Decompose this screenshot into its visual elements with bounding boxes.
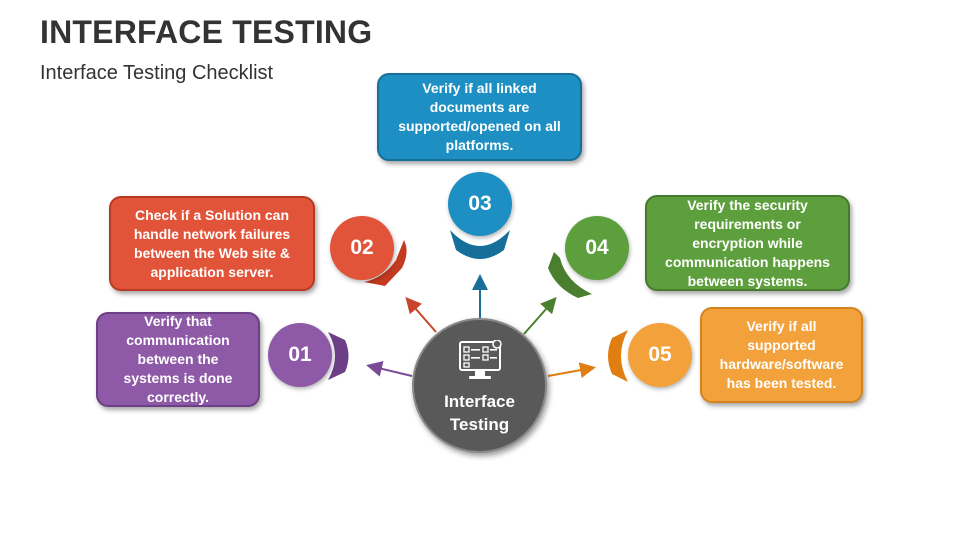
crescent-04 bbox=[548, 252, 592, 298]
step-02-text: Check if a Solution can handle network f… bbox=[133, 206, 291, 280]
crescent-01 bbox=[328, 332, 349, 380]
crescent-03 bbox=[450, 230, 510, 259]
checklist-monitor-icon bbox=[459, 340, 502, 379]
step-05-number: 05 bbox=[628, 323, 692, 387]
arrow-04 bbox=[523, 297, 557, 335]
step-03-number: 03 bbox=[448, 172, 512, 236]
arrow-05 bbox=[547, 362, 596, 379]
page-title: INTERFACE TESTING bbox=[40, 14, 373, 50]
step-05-box: Verify if all supported hardware/softwar… bbox=[700, 307, 863, 403]
center-label: Interface Testing bbox=[414, 390, 545, 436]
step-01-number: 01 bbox=[268, 323, 332, 387]
step-04-text: Verify the security requirements or encr… bbox=[665, 196, 830, 289]
crescent-02 bbox=[364, 240, 407, 286]
center-label-line2: Testing bbox=[449, 415, 510, 434]
step-02-number: 02 bbox=[330, 216, 394, 280]
step-01-box: Verify that communication between the sy… bbox=[96, 312, 260, 407]
step-04-box: Verify the security requirements or encr… bbox=[645, 195, 850, 291]
step-04-number: 04 bbox=[565, 216, 629, 280]
arrow-02 bbox=[405, 296, 437, 333]
page-subtitle: Interface Testing Checklist bbox=[40, 62, 274, 84]
step-03-box: Verify if all linked documents are suppo… bbox=[377, 73, 582, 161]
step-02-box: Check if a Solution can handle network f… bbox=[109, 196, 315, 291]
step-05-text: Verify if all supported hardware/softwar… bbox=[719, 318, 844, 391]
step-03-text: Verify if all linked documents are suppo… bbox=[398, 80, 561, 153]
crescent-05 bbox=[608, 330, 628, 382]
center-hub: Interface Testing bbox=[412, 318, 547, 453]
center-label-line1: Interface bbox=[444, 392, 515, 411]
step-01-text: Verify that communication between the sy… bbox=[123, 313, 233, 405]
arrow-01 bbox=[366, 360, 413, 377]
